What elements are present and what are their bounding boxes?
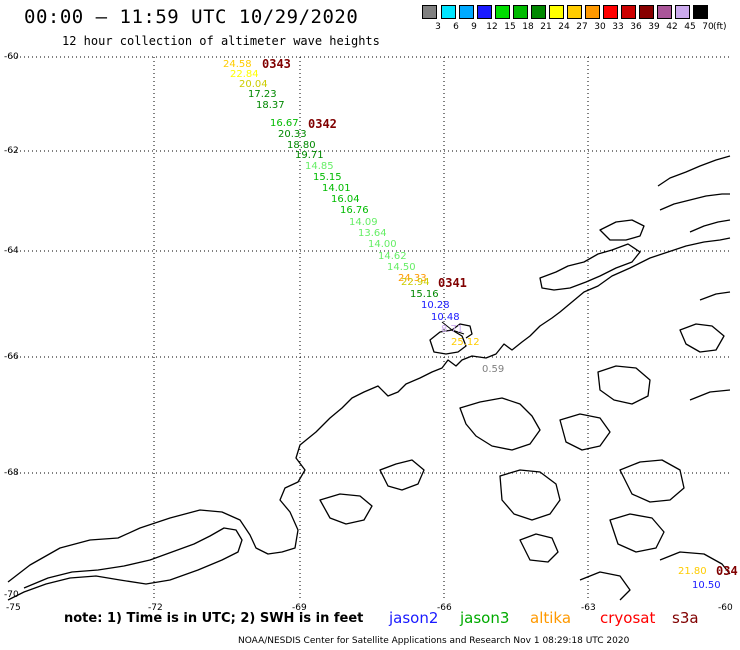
scale-swatch <box>441 5 456 19</box>
scale-swatch <box>459 5 474 19</box>
scale-swatch <box>567 5 582 19</box>
wave-height-label: 16.76 <box>340 205 369 216</box>
wave-height-label: 10.28 <box>421 300 450 311</box>
scale-swatch <box>513 5 528 19</box>
track-markers <box>441 321 465 335</box>
coastline <box>7 155 731 601</box>
scale-label: 30 <box>594 22 606 32</box>
wave-height-label: 14.01 <box>322 183 351 194</box>
scale-swatch <box>657 5 672 19</box>
scale-swatch <box>603 5 618 19</box>
lon-label: -72 <box>148 603 163 613</box>
wave-height-label: 8.71 <box>441 324 464 335</box>
lon-label: -75 <box>6 603 21 613</box>
scale-label: 42 <box>666 22 678 32</box>
wave-height-label: 20.33 <box>278 129 307 140</box>
track-time-label: 0343 <box>262 57 291 71</box>
scale-swatch <box>585 5 600 19</box>
wave-height-label: 0.59 <box>482 364 505 375</box>
chart-title: 00:00 – 11:59 UTC 10/29/2020 <box>24 6 359 28</box>
wave-height-label: 24.33 <box>398 273 427 284</box>
scale-label: 70 <box>702 22 714 32</box>
graticule <box>8 56 730 600</box>
lon-label: -60 <box>718 603 733 613</box>
wave-height-label: 16.67 <box>270 118 299 129</box>
wave-height-label: 16.04 <box>331 194 360 205</box>
scale-swatch <box>675 5 690 19</box>
scale-label: 18 <box>522 22 534 32</box>
lat-label: -66 <box>4 352 19 362</box>
satellite-legend-jason2: jason2 <box>389 609 439 627</box>
lon-label: -66 <box>437 603 452 613</box>
scale-swatch <box>422 5 437 19</box>
footer-note: note: 1) Time is in UTC; 2) SWH is in fe… <box>64 611 364 626</box>
lat-label: -60 <box>4 52 19 62</box>
wave-height-label: 17.23 <box>248 89 277 100</box>
wave-height-label: 14.62 <box>378 251 407 262</box>
lat-label: -64 <box>4 246 19 256</box>
scale-label: 27 <box>576 22 588 32</box>
scale-label: 33 <box>612 22 624 32</box>
scale-swatch <box>639 5 654 19</box>
scale-swatch <box>531 5 546 19</box>
satellite-legend-s3a: s3a <box>672 609 699 627</box>
wave-height-label: 10.50 <box>692 580 721 591</box>
wave-height-label: 15.16 <box>410 289 439 300</box>
track-time-label: 0342 <box>308 117 337 131</box>
scale-label: 6 <box>453 22 459 32</box>
satellite-legend-altika: altika <box>530 609 572 627</box>
wave-height-label: 25.12 <box>451 337 480 348</box>
wave-height-label: 20.04 <box>239 79 268 90</box>
scale-label: 3 <box>435 22 441 32</box>
scale-label: 36 <box>630 22 642 32</box>
scale-label: 45 <box>684 22 696 32</box>
scale-swatch <box>495 5 510 19</box>
wave-height-label: 19.71 <box>295 150 324 161</box>
wave-height-label: 14.09 <box>349 217 378 228</box>
satellite-legend-jason3: jason3 <box>460 609 510 627</box>
scale-swatch <box>621 5 636 19</box>
scale-swatch <box>477 5 492 19</box>
wave-height-label: 13.64 <box>358 228 387 239</box>
wave-height-label: 10.48 <box>431 312 460 323</box>
lat-label: -62 <box>4 146 19 156</box>
scale-label: 15 <box>504 22 516 32</box>
wave-height-label: 21.80 <box>678 566 707 577</box>
wave-height-label: 22.84 <box>230 69 259 80</box>
lat-label: -70 <box>4 590 19 600</box>
scale-label: 12 <box>486 22 498 32</box>
credit-line: NOAA/NESDIS Center for Satellite Applica… <box>238 636 630 646</box>
wave-height-label: 24.58 <box>223 59 252 70</box>
scale-label: 24 <box>558 22 570 32</box>
chart-subtitle: 12 hour collection of altimeter wave hei… <box>62 34 380 48</box>
wave-height-label: 14.85 <box>305 161 334 172</box>
track-time-label: 0341 <box>438 276 467 290</box>
scale-unit: (ft) <box>713 22 727 32</box>
scale-label: 9 <box>471 22 477 32</box>
scale-label: 39 <box>648 22 660 32</box>
scale-label: 21 <box>540 22 552 32</box>
satellite-legend-cryosat: cryosat <box>600 609 656 627</box>
track-time-label: 034 <box>716 564 738 578</box>
lat-label: -68 <box>4 468 19 478</box>
wave-height-label: 18.37 <box>256 100 285 111</box>
wave-height-label: 22.94 <box>401 277 430 288</box>
lon-label: -63 <box>581 603 596 613</box>
wave-height-label: 14.50 <box>387 262 416 273</box>
scale-swatch <box>549 5 564 19</box>
wave-height-label: 15.15 <box>313 172 342 183</box>
lon-label: -69 <box>292 603 307 613</box>
wave-height-label: 14.00 <box>368 239 397 250</box>
scale-swatch <box>693 5 708 19</box>
wave-height-label: 18.80 <box>287 140 316 151</box>
